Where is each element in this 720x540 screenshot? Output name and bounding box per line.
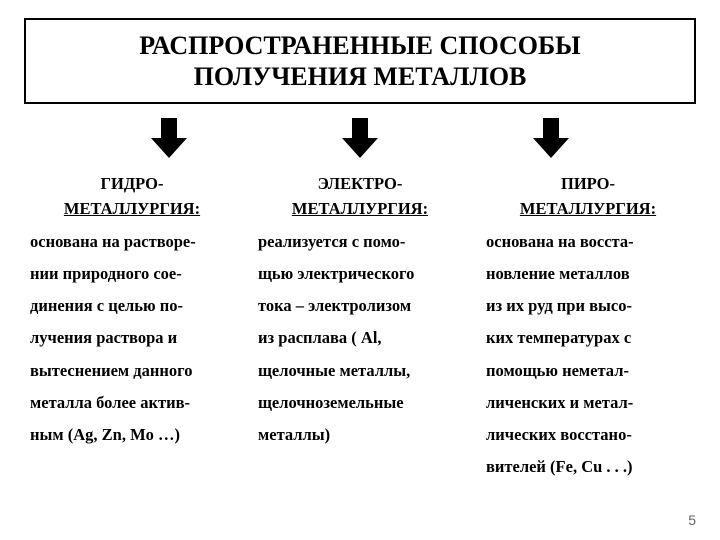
arrows-row	[24, 118, 696, 158]
header-bottom: МЕТАЛЛУРГИЯ:	[258, 197, 462, 222]
title-line-2: ПОЛУЧЕНИЯ МЕТАЛЛОВ	[194, 62, 527, 91]
body-line: ным (Ag, Zn, Mo …)	[30, 419, 234, 451]
column-hydro: ГИДРО- МЕТАЛЛУРГИЯ: основана на растворе…	[30, 172, 234, 483]
page-number: 5	[688, 512, 696, 528]
column-header: ГИДРО- МЕТАЛЛУРГИЯ:	[30, 172, 234, 222]
body-line: новление металлов	[486, 258, 690, 290]
arrow-icon	[533, 118, 569, 158]
column-body: основана на растворе- нии природного сое…	[30, 226, 234, 451]
body-line: нии природного сое-	[30, 258, 234, 290]
body-line: личенских и метал-	[486, 387, 690, 419]
body-line: основана на растворе-	[30, 226, 234, 258]
body-line: щелочноземельные	[258, 387, 462, 419]
body-line: вытеснением данного	[30, 355, 234, 387]
body-line: ких температурах с	[486, 322, 690, 354]
body-line: металла более актив-	[30, 387, 234, 419]
column-body: основана на восста- новление металлов из…	[486, 226, 690, 483]
body-line: реализуется с помо-	[258, 226, 462, 258]
body-line: вителей (Fe, Cu . . .)	[486, 451, 690, 483]
body-line: помощью неметал-	[486, 355, 690, 387]
arrow-icon	[151, 118, 187, 158]
header-top: ГИДРО-	[30, 172, 234, 197]
body-line: лических восстано-	[486, 419, 690, 451]
title-box: РАСПРОСТРАНЕННЫЕ СПОСОБЫ ПОЛУЧЕНИЯ МЕТАЛ…	[24, 18, 696, 104]
columns-container: ГИДРО- МЕТАЛЛУРГИЯ: основана на растворе…	[24, 172, 696, 483]
column-body: реализуется с помо- щью электрического т…	[258, 226, 462, 451]
column-header: ЭЛЕКТРО- МЕТАЛЛУРГИЯ:	[258, 172, 462, 222]
column-electro: ЭЛЕКТРО- МЕТАЛЛУРГИЯ: реализуется с помо…	[258, 172, 462, 483]
body-line: тока – электролизом	[258, 290, 462, 322]
body-line: щью электрического	[258, 258, 462, 290]
body-line: из расплава ( Al,	[258, 322, 462, 354]
body-line: основана на восста-	[486, 226, 690, 258]
arrow-icon	[342, 118, 378, 158]
body-line: лучения раствора и	[30, 322, 234, 354]
title-heading: РАСПРОСТРАНЕННЫЕ СПОСОБЫ ПОЛУЧЕНИЯ МЕТАЛ…	[46, 30, 674, 92]
header-bottom: МЕТАЛЛУРГИЯ:	[30, 197, 234, 222]
header-bottom: МЕТАЛЛУРГИЯ:	[486, 197, 690, 222]
body-line: динения с целью по-	[30, 290, 234, 322]
header-top: ПИРО-	[486, 172, 690, 197]
title-line-1: РАСПРОСТРАНЕННЫЕ СПОСОБЫ	[139, 31, 580, 60]
column-header: ПИРО- МЕТАЛЛУРГИЯ:	[486, 172, 690, 222]
body-line: щелочные металлы,	[258, 355, 462, 387]
body-line: металлы)	[258, 419, 462, 451]
header-top: ЭЛЕКТРО-	[258, 172, 462, 197]
column-pyro: ПИРО- МЕТАЛЛУРГИЯ: основана на восста- н…	[486, 172, 690, 483]
body-line: из их руд при высо-	[486, 290, 690, 322]
